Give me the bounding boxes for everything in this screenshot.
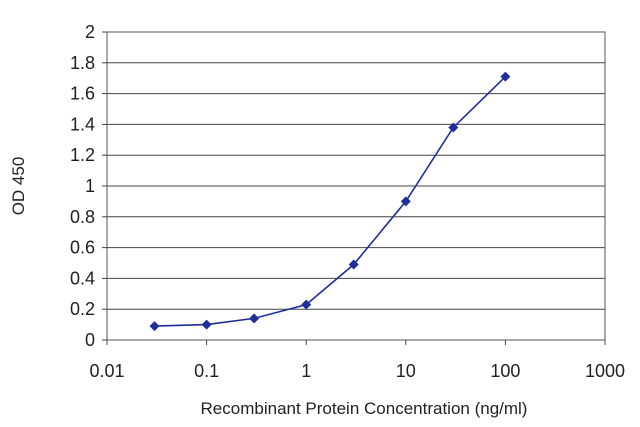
x-tick-label: 0.1 <box>194 361 219 381</box>
y-tick-label: 1.4 <box>70 114 95 134</box>
x-tick-label: 1000 <box>585 361 625 381</box>
data-point <box>348 259 359 270</box>
data-point <box>149 321 160 332</box>
data-point <box>400 196 411 207</box>
x-tick-label: 1 <box>301 361 311 381</box>
y-tick-label: 1.8 <box>70 53 95 73</box>
y-tick-label: 0.2 <box>70 299 95 319</box>
y-axis: 0 0.2 0.4 0.6 0.8 1 1.2 1.4 1.6 1.8 2 <box>70 22 107 350</box>
series-line <box>154 76 506 327</box>
y-tick-label: 0 <box>85 330 95 350</box>
y-axis-label: OD 450 <box>9 157 28 216</box>
x-axis-label: Recombinant Protein Concentration (ng/ml… <box>201 399 528 418</box>
x-tick-label: 100 <box>490 361 520 381</box>
gridlines <box>107 62 605 310</box>
y-tick-label: 1 <box>85 176 95 196</box>
data-point <box>500 71 511 82</box>
y-tick-label: 1.2 <box>70 145 95 165</box>
data-point <box>249 313 260 324</box>
x-tick-label: 10 <box>396 361 416 381</box>
y-tick-label: 1.6 <box>70 84 95 104</box>
data-point <box>201 319 212 330</box>
y-tick-label: 0.6 <box>70 238 95 258</box>
data-point <box>448 122 459 133</box>
x-axis: 0.01 0.1 1 10 100 1000 <box>89 340 625 381</box>
series-markers <box>149 71 511 332</box>
y-tick-label: 0.4 <box>70 268 95 288</box>
y-tick-label: 0.8 <box>70 207 95 227</box>
x-tick-label: 0.01 <box>89 361 124 381</box>
data-point <box>301 299 312 310</box>
y-tick-label: 2 <box>85 22 95 42</box>
